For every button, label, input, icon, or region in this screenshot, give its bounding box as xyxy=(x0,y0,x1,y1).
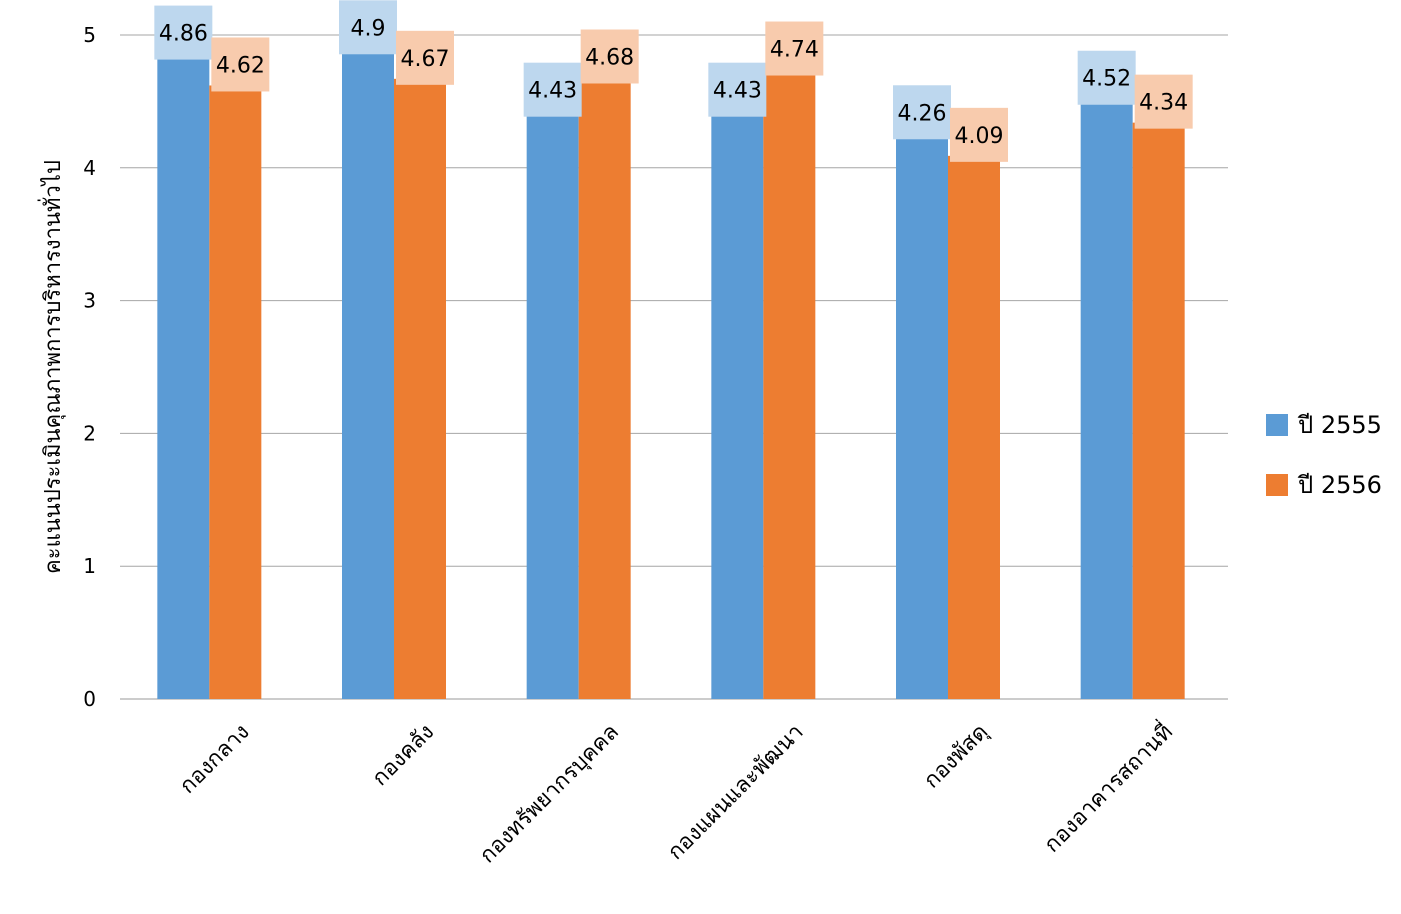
y-tick-label: 1 xyxy=(83,554,96,578)
data-labels: 4.86 4.62 4.9 4.67 4.43 4.68 4.43 4.74 4.26 4.09 4… xyxy=(154,0,1193,162)
data-label: 4.52 xyxy=(1082,67,1131,92)
data-label: 4.68 xyxy=(585,45,634,70)
legend-swatch xyxy=(1266,414,1288,436)
bar xyxy=(1132,122,1185,699)
y-axis-ticks: 0 1 2 3 4 5 xyxy=(83,23,96,711)
data-label-box xyxy=(765,21,824,76)
data-label: 4.09 xyxy=(955,124,1004,149)
data-label-box xyxy=(1134,74,1193,129)
bar xyxy=(209,85,262,700)
data-label: 4.62 xyxy=(216,53,265,78)
bar xyxy=(763,69,816,699)
data-label: 4.43 xyxy=(713,79,762,104)
data-label-box xyxy=(523,62,582,117)
data-label: 4.67 xyxy=(401,47,450,72)
legend-label: ปี 2555 xyxy=(1297,411,1382,439)
bar xyxy=(896,133,948,700)
bars xyxy=(157,48,1185,700)
x-category-label: กองแผนและพัฒนา xyxy=(663,720,808,865)
y-tick-label: 2 xyxy=(83,421,96,445)
bar xyxy=(526,110,579,700)
bar xyxy=(948,155,1000,699)
y-tick-label: 4 xyxy=(83,156,96,180)
y-tick-label: 3 xyxy=(83,289,96,313)
x-category-label: กองกลาง xyxy=(175,720,254,799)
data-label: 4.74 xyxy=(770,38,819,63)
data-label-box xyxy=(211,37,270,92)
y-tick-label: 0 xyxy=(83,687,96,711)
data-label-box xyxy=(339,0,397,55)
data-label-box xyxy=(950,107,1008,162)
y-axis-title: คะแนนประเมินคุณภาพการบริหารงานทั่วไป xyxy=(37,160,66,574)
legend-swatch xyxy=(1266,474,1288,496)
x-category-label: กองคลัง xyxy=(368,720,440,792)
data-label: 4.34 xyxy=(1139,91,1188,116)
bar xyxy=(157,53,210,700)
data-label: 4.9 xyxy=(351,16,386,41)
bar xyxy=(711,110,764,700)
data-label-box xyxy=(154,5,213,60)
data-label: 4.26 xyxy=(898,101,947,126)
data-label-box xyxy=(396,30,454,85)
bar xyxy=(578,77,631,700)
gridlines xyxy=(120,34,1228,700)
legend-label: ปี 2556 xyxy=(1297,471,1382,499)
data-label: 4.86 xyxy=(159,22,208,47)
x-category-label: กองพัสดุ xyxy=(919,720,993,794)
y-tick-label: 5 xyxy=(83,23,96,47)
x-category-label: กองทรัพยากรบุคคล xyxy=(475,720,624,869)
bar xyxy=(342,48,394,699)
data-label-box xyxy=(708,62,767,117)
data-label-box xyxy=(580,29,639,84)
data-label: 4.43 xyxy=(528,79,577,104)
bar xyxy=(1080,98,1133,699)
data-label-box xyxy=(893,85,951,140)
bar xyxy=(394,78,446,700)
legend: ปี 2555 ปี 2556 xyxy=(1266,411,1382,499)
y-axis-title-group: คะแนนประเมินคุณภาพการบริหารงานทั่วไป xyxy=(37,160,66,574)
x-category-label: กองอาคารสถานที่ xyxy=(1037,717,1178,858)
data-label-box xyxy=(1077,50,1136,105)
x-axis-categories: กองกลาง กองคลัง กองทรัพยากรบุคคล กองแผนและพ… xyxy=(175,717,1178,869)
